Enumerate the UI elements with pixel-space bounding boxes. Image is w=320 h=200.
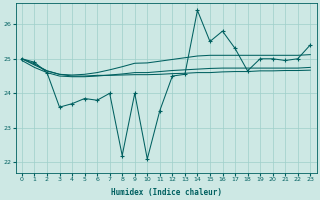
X-axis label: Humidex (Indice chaleur): Humidex (Indice chaleur) [111,188,221,197]
